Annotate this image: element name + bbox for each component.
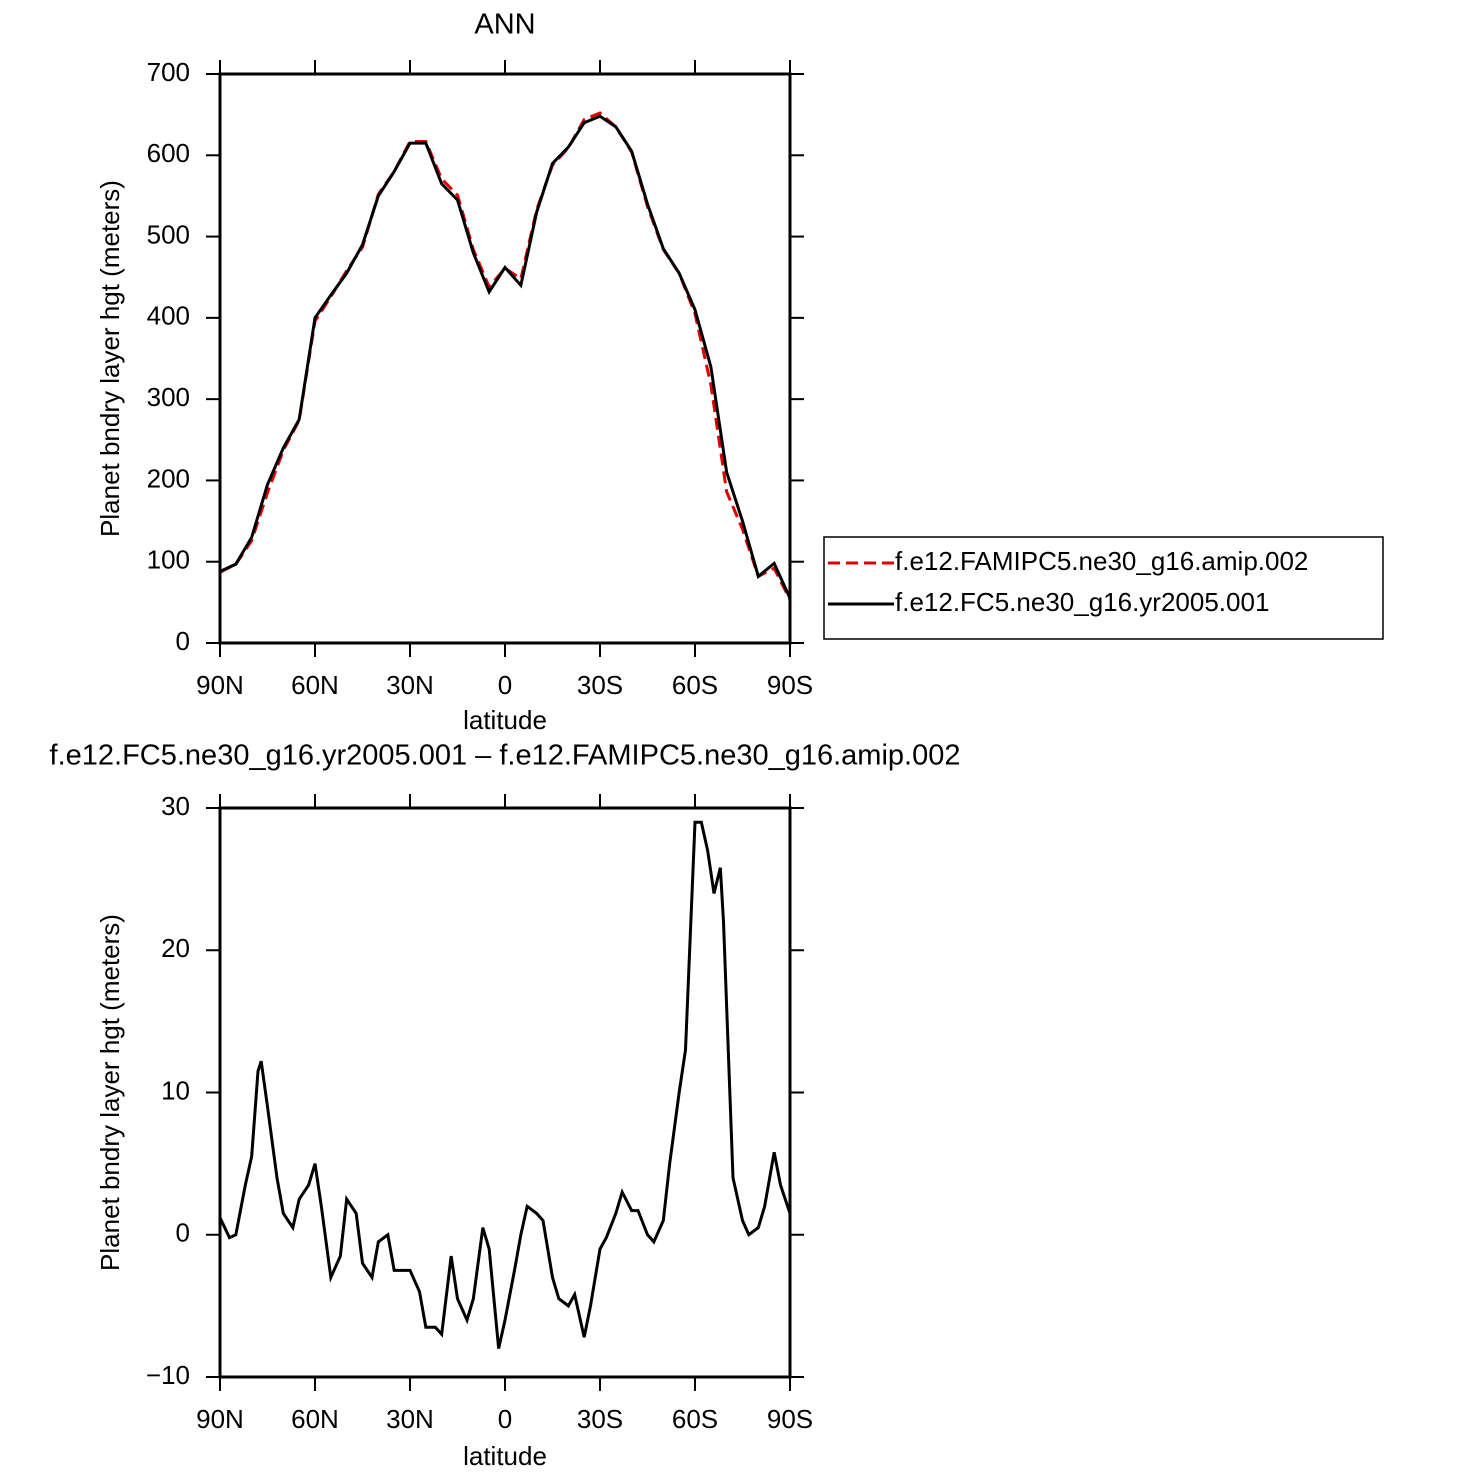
y-tick-label: 200: [147, 463, 190, 493]
data-line: [218, 820, 792, 1349]
x-tick-label: 30S: [577, 670, 623, 700]
x-tick-label: 30N: [386, 1404, 434, 1434]
y-axis-label: Planet bndry layer hgt (meters): [95, 180, 125, 537]
plot-frame: [218, 72, 792, 645]
legend-label: f.e12.FC5.ne30_g16.yr2005.001: [895, 587, 1269, 617]
y-tick-label: 600: [147, 138, 190, 168]
x-tick-label: 90N: [196, 670, 244, 700]
legend-box: [823, 536, 1384, 640]
chart-title: ANN: [474, 9, 535, 41]
x-tick-label: 60S: [672, 670, 718, 700]
chart-title: f.e12.FC5.ne30_g16.yr2005.001 – f.e12.FA…: [50, 740, 961, 772]
x-axis-label: latitude: [463, 705, 547, 735]
x-tick-label: 0: [498, 670, 512, 700]
x-tick-label: 60N: [291, 1404, 339, 1434]
data-line: [219, 114, 792, 599]
y-tick-label: 300: [147, 382, 190, 412]
y-tick-label: 100: [147, 545, 190, 575]
x-tick-label: 60S: [672, 1404, 718, 1434]
y-tick-label: 10: [161, 1075, 190, 1105]
legend-label: f.e12.FAMIPC5.ne30_g16.amip.002: [895, 546, 1308, 576]
x-tick-label: 60N: [291, 670, 339, 700]
x-axis-label: latitude: [463, 1441, 547, 1471]
y-tick-label: 400: [147, 301, 190, 331]
y-tick-label: 700: [147, 57, 190, 87]
x-tick-label: 0: [498, 1404, 512, 1434]
y-tick-label: 500: [147, 219, 190, 249]
x-tick-label: 30S: [577, 1404, 623, 1434]
y-tick-label: −10: [146, 1360, 190, 1390]
y-tick-label: 0: [176, 626, 190, 656]
x-tick-label: 90S: [767, 670, 813, 700]
plot-frame: [218, 806, 792, 1379]
x-tick-label: 90S: [767, 1404, 813, 1434]
y-axis-label: Planet bndry layer hgt (meters): [95, 914, 125, 1271]
y-tick-label: 20: [161, 933, 190, 963]
y-tick-label: 30: [161, 791, 190, 821]
x-tick-label: 90N: [196, 1404, 244, 1434]
y-tick-label: 0: [176, 1218, 190, 1248]
x-tick-label: 30N: [386, 670, 434, 700]
data-line: [219, 111, 792, 601]
